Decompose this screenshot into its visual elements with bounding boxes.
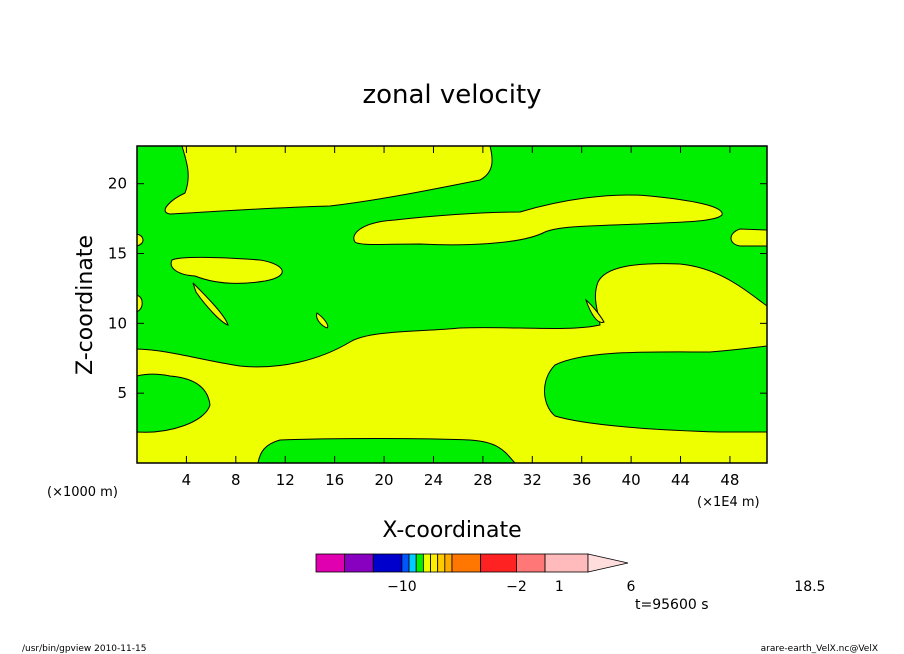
colorbar-segment [408,553,417,573]
x-tick-label: 40 [622,471,641,489]
chart-title: zonal velocity [362,80,541,110]
x-tick-label: 36 [572,471,591,489]
x-tick-label: 24 [424,471,443,489]
colorbar-segment [544,553,589,573]
colorbar-label: 18.5 [794,579,825,595]
footer-right: arare-earth_VelX.nc@VelX [761,644,878,654]
footer-left: /usr/bin/gpview 2010-11-15 [22,644,146,654]
y-axis-label: Z-coordinate [73,235,98,375]
x-scale-note: (×1E4 m) [697,495,760,510]
contour-positive-region [584,298,605,323]
contour-positive-region [353,194,723,246]
colorbar-segment [315,553,346,573]
colorbar-segment [516,553,546,573]
colorbar-segment [344,553,374,573]
contour-positive-region [192,282,229,326]
x-tick-label: 32 [523,471,542,489]
colorbar-label: −2 [506,579,527,595]
x-tick-label: 8 [231,471,241,489]
colorbar-segment [444,553,453,573]
x-tick-label: 20 [375,471,394,489]
contour-positive-region [730,228,768,247]
colorbar-segment [430,553,439,573]
contour-positive-region [170,256,283,284]
colorbar-label: 1 [555,579,564,595]
plot-frame [136,145,768,464]
colorbar-labels: −10 −2 1 6 18.5 [387,579,825,595]
y-tick-label: 5 [117,384,127,402]
contour-positive-region [164,145,493,215]
colorbar-extend-arrow [587,553,629,573]
x-tick-label: 16 [325,471,344,489]
x-axis-label: X-coordinate [382,518,521,543]
y-tick-label: 20 [108,175,127,193]
colorbar-segment [437,553,446,573]
y-tick-label: 10 [108,314,127,332]
colorbar-segment [451,553,482,573]
colorbar-segment [401,553,410,573]
x-axis: 4 8 12 16 20 24 28 32 36 40 44 48 [182,146,739,489]
x-tick-label: 28 [473,471,492,489]
y-scale-note: (×1000 m) [47,485,118,500]
colorbar-label: −10 [387,579,417,595]
time-label: t=95600 s [635,597,709,613]
colorbar-segment [372,553,403,573]
colorbar-segment [415,553,424,573]
colorbar-segment [480,553,517,573]
x-tick-label: 44 [671,471,690,489]
x-tick-label: 12 [276,471,295,489]
x-tick-label: 4 [182,471,192,489]
colorbar [315,553,629,573]
y-tick-label: 15 [108,245,127,263]
colorbar-segment [422,553,431,573]
contour-positive-region [316,312,329,329]
x-tick-label: 48 [720,471,739,489]
colorbar-label: 6 [626,579,635,595]
y-axis: 5 10 15 20 [108,175,767,402]
